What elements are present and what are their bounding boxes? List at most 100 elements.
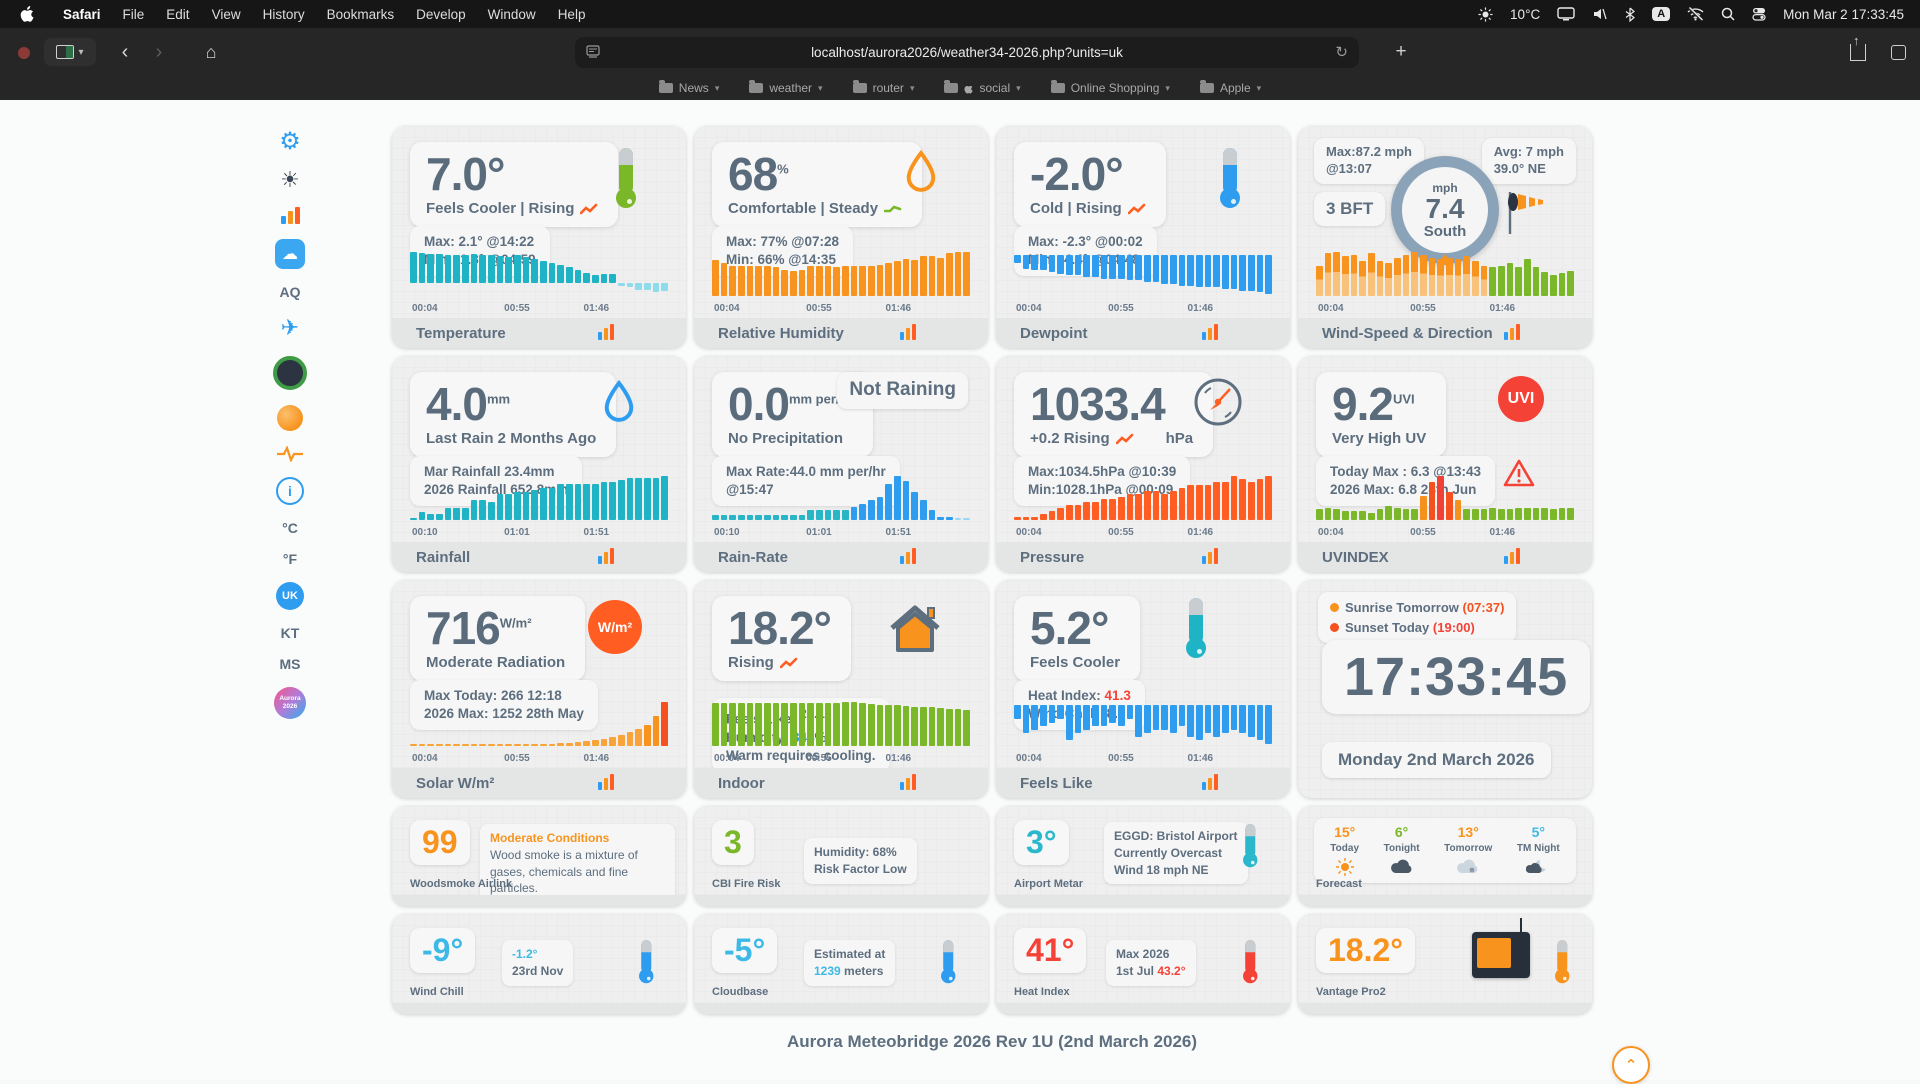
card-title[interactable]: Temperature bbox=[416, 325, 506, 342]
menu-bookmarks[interactable]: Bookmarks bbox=[316, 7, 406, 22]
air-quality-link[interactable]: AQ bbox=[280, 284, 301, 300]
mini-chart-icon[interactable] bbox=[1504, 324, 1520, 340]
moonphase-icon[interactable] bbox=[277, 405, 303, 431]
not-raining-badge: Not Raining bbox=[837, 372, 968, 409]
mini-chart-icon[interactable] bbox=[598, 324, 614, 340]
card-title[interactable]: Forecast bbox=[1316, 878, 1362, 890]
card-dewpoint: -2.0° Cold | Rising Max: -2.3° @00:02Min… bbox=[996, 126, 1290, 348]
card-title[interactable]: Woodsmoke Airlink bbox=[410, 878, 512, 890]
cloud-app-icon[interactable]: ☁ bbox=[275, 239, 305, 269]
value-box: 18.2° Rising bbox=[712, 596, 851, 681]
chevron-down-icon: ▾ bbox=[910, 83, 915, 94]
weather-sun-icon[interactable] bbox=[1478, 7, 1493, 22]
mute-icon[interactable] bbox=[1592, 7, 1608, 21]
card-title[interactable]: Wind Chill bbox=[410, 986, 464, 998]
back-button[interactable]: ‹ bbox=[112, 38, 138, 66]
menu-clock[interactable]: Mon Mar 2 17:33:45 bbox=[1783, 7, 1904, 22]
settings-gear-icon[interactable]: ⚙ bbox=[279, 130, 301, 154]
menu-safari[interactable]: Safari bbox=[52, 7, 112, 22]
card-title[interactable]: Heat Index bbox=[1014, 986, 1070, 998]
share-button[interactable] bbox=[1844, 38, 1872, 66]
bluetooth-icon[interactable] bbox=[1625, 7, 1635, 22]
spotlight-search-icon[interactable] bbox=[1721, 7, 1735, 21]
scroll-to-top-button[interactable]: ⌃ bbox=[1612, 1046, 1650, 1084]
display-icon[interactable] bbox=[1557, 7, 1575, 21]
home-button[interactable]: ⌂ bbox=[196, 38, 226, 66]
card-title[interactable]: Dewpoint bbox=[1020, 325, 1088, 342]
forecast-tm-night: 5°TM Night bbox=[1517, 824, 1560, 877]
bookmark-folder-router[interactable]: router▾ bbox=[853, 81, 915, 95]
fahrenheit-toggle[interactable]: °F bbox=[283, 551, 297, 567]
cloudbase-value: -5° bbox=[712, 928, 777, 973]
close-window-button[interactable] bbox=[18, 47, 30, 59]
forecast-row: 15°Today 6°Tonight 13°Tomorrow 5°TM Nigh… bbox=[1314, 818, 1576, 883]
address-bar[interactable]: localhost/aurora2026/weather34-2026.php?… bbox=[575, 37, 1359, 68]
indoor-status: Rising bbox=[728, 654, 774, 671]
bookmark-folder-news[interactable]: News▾ bbox=[659, 81, 720, 95]
airplane-icon[interactable]: ✈ bbox=[281, 315, 299, 341]
menu-window[interactable]: Window bbox=[477, 7, 547, 22]
card-title[interactable]: Feels Like bbox=[1020, 775, 1093, 792]
pulse-icon[interactable] bbox=[277, 446, 303, 462]
new-tab-button[interactable]: + bbox=[1384, 38, 1418, 66]
thermometer-icon bbox=[640, 940, 652, 983]
webcam-globe-icon[interactable] bbox=[273, 356, 307, 390]
tab-overview-button[interactable] bbox=[1884, 38, 1912, 66]
humidity-value: 68 bbox=[728, 148, 777, 200]
bookmark-folder-apple[interactable]: Apple▾ bbox=[1200, 81, 1261, 95]
ms-toggle[interactable]: MS bbox=[280, 656, 301, 672]
mini-chart-icon[interactable] bbox=[900, 548, 916, 564]
wifi-off-icon[interactable] bbox=[1687, 7, 1704, 21]
mini-chart-icon[interactable] bbox=[598, 774, 614, 790]
knots-toggle[interactable]: KT bbox=[281, 625, 300, 641]
card-title[interactable]: UVINDEX bbox=[1322, 549, 1389, 566]
mini-chart-icon[interactable] bbox=[1202, 774, 1218, 790]
mini-chart-icon[interactable] bbox=[900, 324, 916, 340]
celsius-toggle[interactable]: °C bbox=[282, 520, 298, 536]
value-box: 7.0° Feels Cooler | Rising bbox=[410, 142, 618, 227]
bookmark-folder-weather[interactable]: weather▾ bbox=[749, 81, 822, 95]
bookmark-folder-social[interactable]: social▾ bbox=[944, 81, 1020, 95]
menu-develop[interactable]: Develop bbox=[405, 7, 477, 22]
charts-icon[interactable] bbox=[281, 206, 300, 224]
card-title[interactable]: Rain-Rate bbox=[718, 549, 788, 566]
mini-chart-icon[interactable] bbox=[1202, 324, 1218, 340]
card-title[interactable]: Pressure bbox=[1020, 549, 1084, 566]
reader-icon[interactable] bbox=[586, 45, 600, 59]
card-title[interactable]: Wind-Speed & Direction bbox=[1322, 325, 1493, 342]
menu-help[interactable]: Help bbox=[547, 7, 597, 22]
mini-chart-icon[interactable] bbox=[900, 774, 916, 790]
sidebar-toggle-button[interactable]: ▾ bbox=[44, 38, 96, 66]
reload-icon[interactable]: ↻ bbox=[1335, 43, 1348, 61]
menu-temperature[interactable]: 10°C bbox=[1510, 7, 1540, 22]
bookmark-folder-shopping[interactable]: Online Shopping▾ bbox=[1051, 81, 1170, 95]
menu-edit[interactable]: Edit bbox=[155, 7, 200, 22]
card-title[interactable]: CBI Fire Risk bbox=[712, 878, 780, 890]
menu-file[interactable]: File bbox=[112, 7, 156, 22]
card-title[interactable]: Airport Metar bbox=[1014, 878, 1083, 890]
temperature-chart bbox=[410, 250, 668, 296]
card-title[interactable]: Cloudbase bbox=[712, 986, 768, 998]
brightness-sun-icon[interactable]: ☀ bbox=[280, 169, 300, 191]
mini-chart-icon[interactable] bbox=[598, 548, 614, 564]
pressure-chart bbox=[1014, 474, 1272, 520]
input-source-icon[interactable]: A bbox=[1652, 7, 1670, 21]
folder-icon bbox=[659, 83, 673, 93]
info-icon[interactable]: i bbox=[276, 477, 304, 505]
control-center-icon[interactable] bbox=[1752, 7, 1766, 21]
card-title[interactable]: Relative Humidity bbox=[718, 325, 844, 342]
forward-button[interactable]: › bbox=[146, 38, 172, 66]
mini-chart-icon[interactable] bbox=[1202, 548, 1218, 564]
apple-logo-icon[interactable] bbox=[20, 6, 34, 22]
mini-chart-icon[interactable] bbox=[1504, 548, 1520, 564]
card-title[interactable]: Indoor bbox=[718, 775, 765, 792]
card-title[interactable]: Rainfall bbox=[416, 549, 470, 566]
card-title[interactable]: Vantage Pro2 bbox=[1316, 986, 1386, 998]
uk-units-badge[interactable]: UK bbox=[276, 582, 304, 610]
menu-view[interactable]: View bbox=[201, 7, 252, 22]
card-title[interactable]: Solar W/m² bbox=[416, 775, 494, 792]
menu-history[interactable]: History bbox=[252, 7, 316, 22]
